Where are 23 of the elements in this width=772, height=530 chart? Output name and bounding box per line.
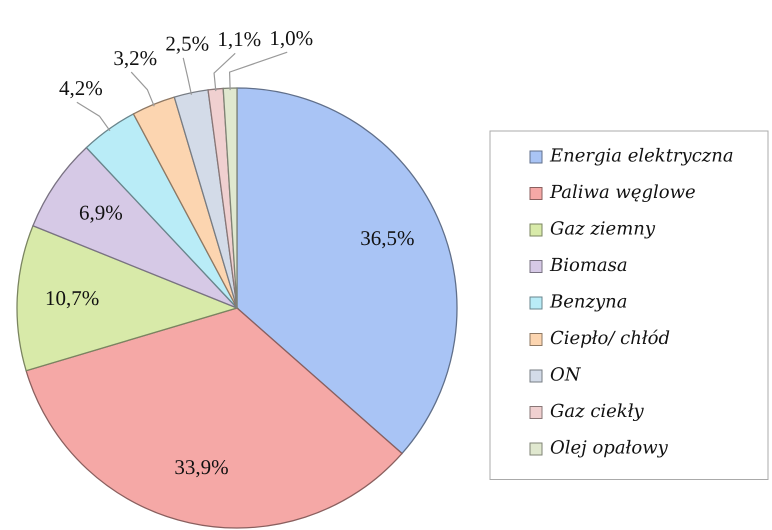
legend-label: Gaz ziemny	[550, 218, 656, 240]
pie-slice	[16, 225, 238, 372]
legend-label: Biomasa	[549, 255, 628, 276]
data-label: 2,5%	[165, 32, 210, 56]
legend-label: Benzyna	[549, 292, 628, 313]
legend-label: Paliwa węglowe	[549, 182, 696, 204]
data-label: 36,5%	[360, 226, 415, 250]
data-label: 10,7%	[45, 286, 100, 310]
data-label: 6,9%	[78, 200, 123, 225]
pie-slice	[236, 87, 458, 454]
legend-label: Olej opałowy	[550, 438, 669, 459]
pie-slice	[222, 87, 238, 309]
data-label: 1,1%	[217, 27, 262, 52]
data-label: 33,9%	[174, 454, 229, 479]
data-label: 3,2%	[113, 46, 158, 70]
legend-label: Energia elektryczna	[549, 146, 734, 167]
legend-label: Ciepło/ chłód	[550, 328, 670, 350]
pie-slice	[25, 307, 403, 529]
pie-slice	[132, 96, 238, 309]
legend-label: ON	[550, 364, 582, 386]
data-label: 1,0%	[269, 26, 314, 50]
data-label: 4,2%	[58, 76, 103, 100]
legend-label: Gaz ciekły	[550, 401, 645, 422]
